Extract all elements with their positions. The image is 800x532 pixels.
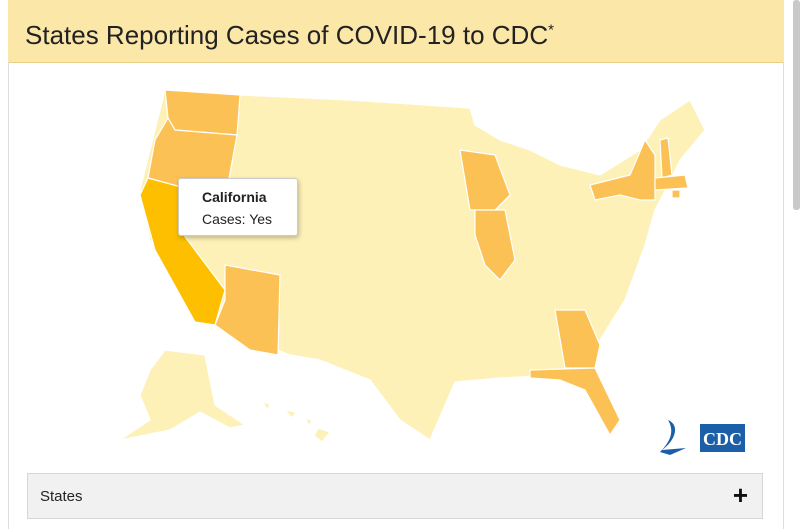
state-georgia[interactable] [554, 309, 601, 369]
state-illinois[interactable] [474, 209, 516, 281]
state-arizona[interactable] [214, 264, 281, 356]
state-rhode-island[interactable] [671, 189, 681, 199]
tooltip: California Cases: Yes [178, 178, 298, 236]
hhs-eagle [660, 420, 686, 455]
state-new-york[interactable] [589, 139, 656, 201]
header: States Reporting Cases of COVID-19 to CD… [8, 0, 784, 63]
states-accordion[interactable]: States + [27, 473, 763, 519]
tooltip-state: California [202, 189, 267, 205]
cdc-text: CDC [703, 429, 742, 449]
accordion-label: States [40, 488, 83, 505]
panel [8, 62, 784, 529]
state-alaska[interactable] [119, 349, 246, 441]
title-text: States Reporting Cases of COVID-19 to CD… [25, 20, 549, 50]
accordion-toggle[interactable]: + [732, 480, 748, 510]
title: States Reporting Cases of COVID-19 to CD… [25, 20, 554, 51]
footnote-mark: * [548, 21, 554, 39]
state-washington[interactable] [164, 89, 241, 136]
state-massachusetts[interactable] [654, 174, 689, 191]
cdc-logo: CDC [660, 420, 745, 455]
scrollbar[interactable] [793, 0, 800, 210]
state-florida[interactable] [529, 367, 621, 436]
cdc-badge [700, 424, 745, 452]
tooltip-status: Cases: Yes [202, 211, 273, 227]
us-map: CDC [119, 89, 745, 455]
state-new-hampshire[interactable] [659, 137, 673, 179]
state-hawaii[interactable] [261, 401, 331, 443]
